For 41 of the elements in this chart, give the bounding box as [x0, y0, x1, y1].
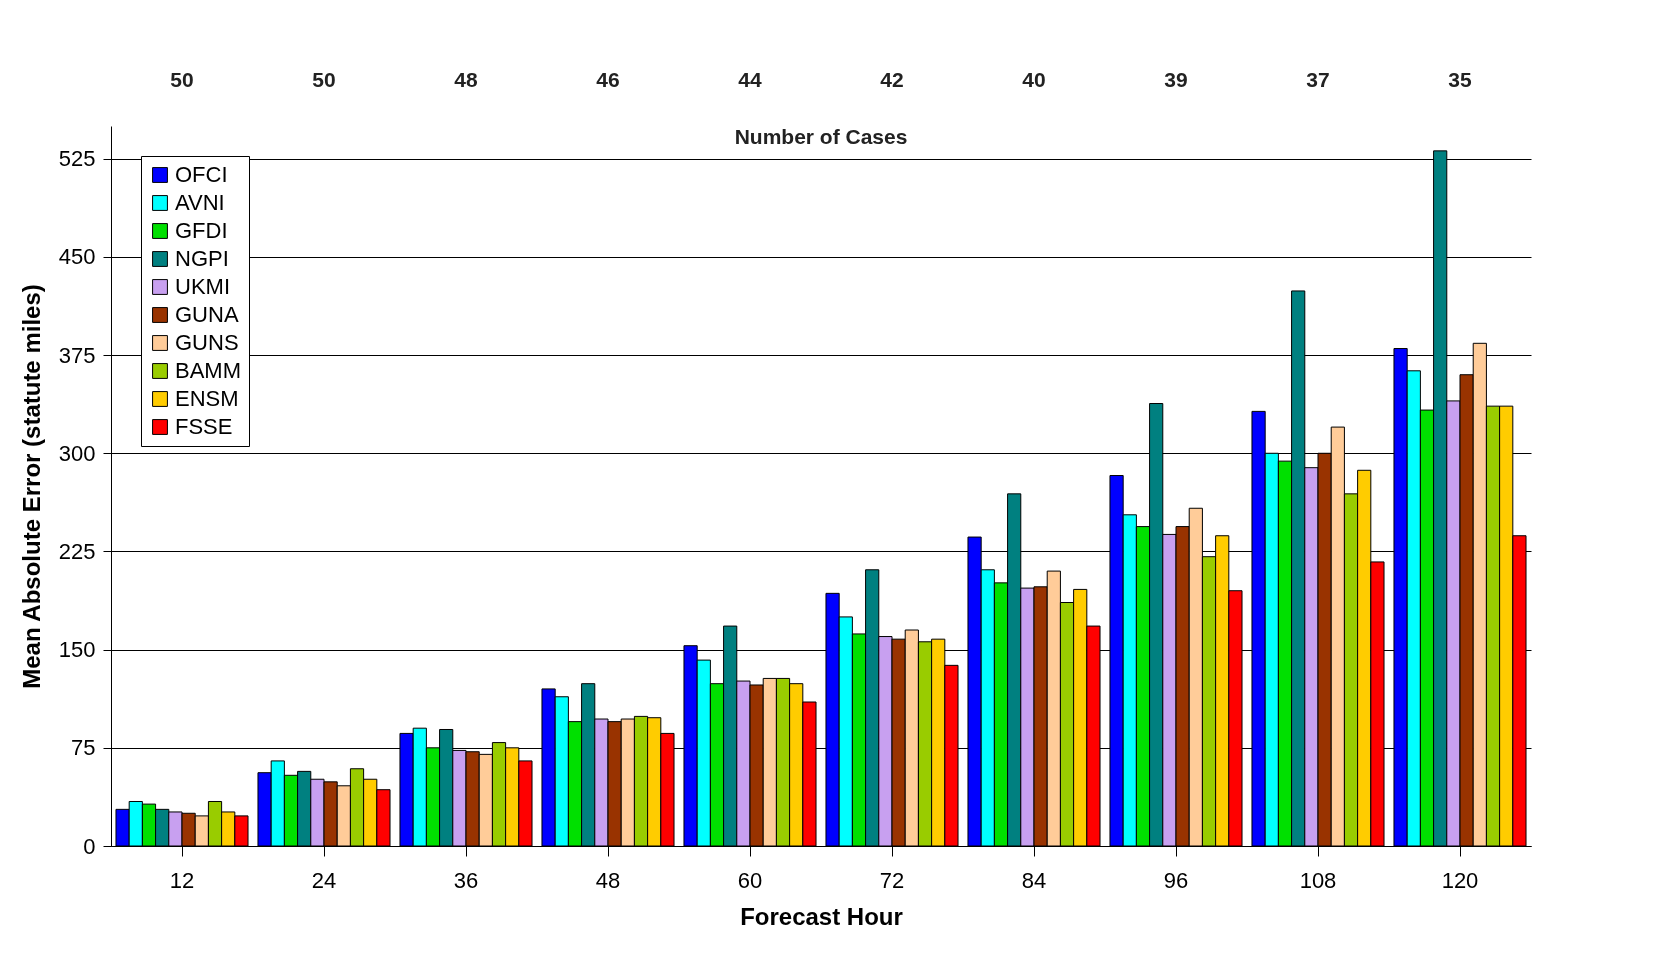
legend-label: GUNA — [175, 302, 239, 327]
text: 48 — [454, 68, 478, 91]
x-tick-label: 36 — [453, 867, 479, 893]
legend-label: BAMM — [175, 358, 241, 383]
x-axis-title: Forecast Hour — [740, 902, 903, 930]
text: 44 — [738, 68, 762, 91]
text: 50 — [170, 68, 194, 91]
legend-label: GUNS — [175, 330, 239, 355]
text: 37 — [1306, 68, 1330, 91]
text: 39 — [1164, 68, 1188, 91]
legend-label: ENSM — [175, 386, 239, 411]
x-tick-label: 12 — [169, 867, 195, 893]
text: 42 — [880, 68, 904, 91]
text: 50 — [312, 68, 336, 91]
legend-label: OFCI — [175, 162, 228, 187]
y-tick-label: 300 — [58, 440, 96, 466]
x-tick-label: 120 — [1441, 867, 1479, 893]
legend-label: GFDI — [175, 218, 228, 243]
text: 35 — [1448, 68, 1472, 91]
legend-label: FSSE — [175, 414, 233, 439]
y-tick-label: 225 — [58, 538, 96, 564]
annotation: Number of Cases — [734, 125, 908, 148]
y-tick-label: 75 — [71, 735, 96, 761]
y-tick-label: 525 — [58, 146, 96, 172]
x-tick-label: 48 — [595, 867, 621, 893]
text: 40 — [1022, 68, 1046, 91]
x-tick-label: 60 — [737, 867, 763, 893]
x-tick-label: 72 — [879, 867, 905, 893]
y-tick-label: 450 — [58, 244, 96, 270]
x-tick-label: 108 — [1299, 867, 1337, 893]
legend-label: NGPI — [175, 246, 229, 271]
text: 46 — [596, 68, 620, 91]
y-axis-title: Mean Absolute Error (statute miles) — [17, 284, 45, 689]
x-tick-label: 96 — [1163, 867, 1189, 893]
x-tick-label: 84 — [1021, 867, 1047, 893]
legend-label: UKMI — [175, 274, 230, 299]
x-tick-label: 24 — [311, 867, 337, 893]
y-tick-label: 0 — [83, 833, 96, 859]
y-tick-label: 375 — [58, 342, 96, 368]
legend-label: AVNI — [175, 190, 225, 215]
y-tick-label: 150 — [58, 637, 96, 663]
